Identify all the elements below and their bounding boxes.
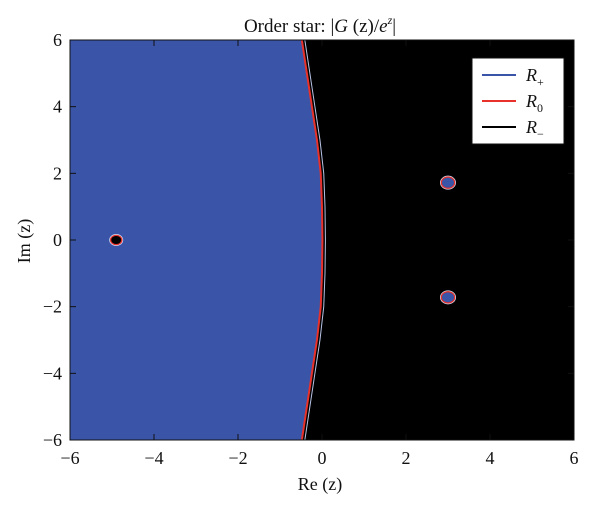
island-r-plus [442,292,454,303]
x-tick-label: 0 [318,448,327,468]
island-boundary [440,176,456,189]
island-r-minus [111,236,122,244]
y-tick-label: −6 [43,430,62,450]
y-tick-label: −4 [43,363,62,383]
x-axis-label: Re (z) [298,474,342,495]
x-tick-label: 4 [486,448,495,468]
x-tick-label: −6 [60,448,79,468]
boundary-r-zero [300,39,324,441]
islands-group [109,175,456,305]
x-tick-label: 6 [570,448,579,468]
chart-title: Order star: |G (z)/ez| [244,13,396,37]
y-tick-label: 2 [53,163,62,183]
y-tick-label: 6 [53,30,62,50]
x-tick-label: −2 [228,448,247,468]
x-axis-ticks: −6 −4 −2 0 2 4 6 [60,40,579,468]
legend-label: R0 [525,91,543,115]
y-tick-label: −2 [43,297,62,317]
y-axis-ticks: −6 −4 −2 0 2 4 6 [43,30,574,450]
island-boundary [440,291,456,304]
legend-label: R+ [525,65,544,89]
island-r-plus [442,177,454,188]
boundary-edge [304,39,326,441]
island-boundary [109,234,123,246]
region-r-plus [70,40,323,440]
island-edge [109,234,124,246]
x-tick-label: −4 [144,448,163,468]
y-axis-label: Im (z) [14,219,35,263]
x-tick-label: 2 [402,448,411,468]
legend: R+R0R− [471,57,565,145]
island-edge [440,175,456,190]
y-tick-label: 0 [53,230,62,250]
y-tick-label: 4 [53,97,62,117]
island-edge [440,290,456,305]
legend-label: R− [525,117,544,141]
